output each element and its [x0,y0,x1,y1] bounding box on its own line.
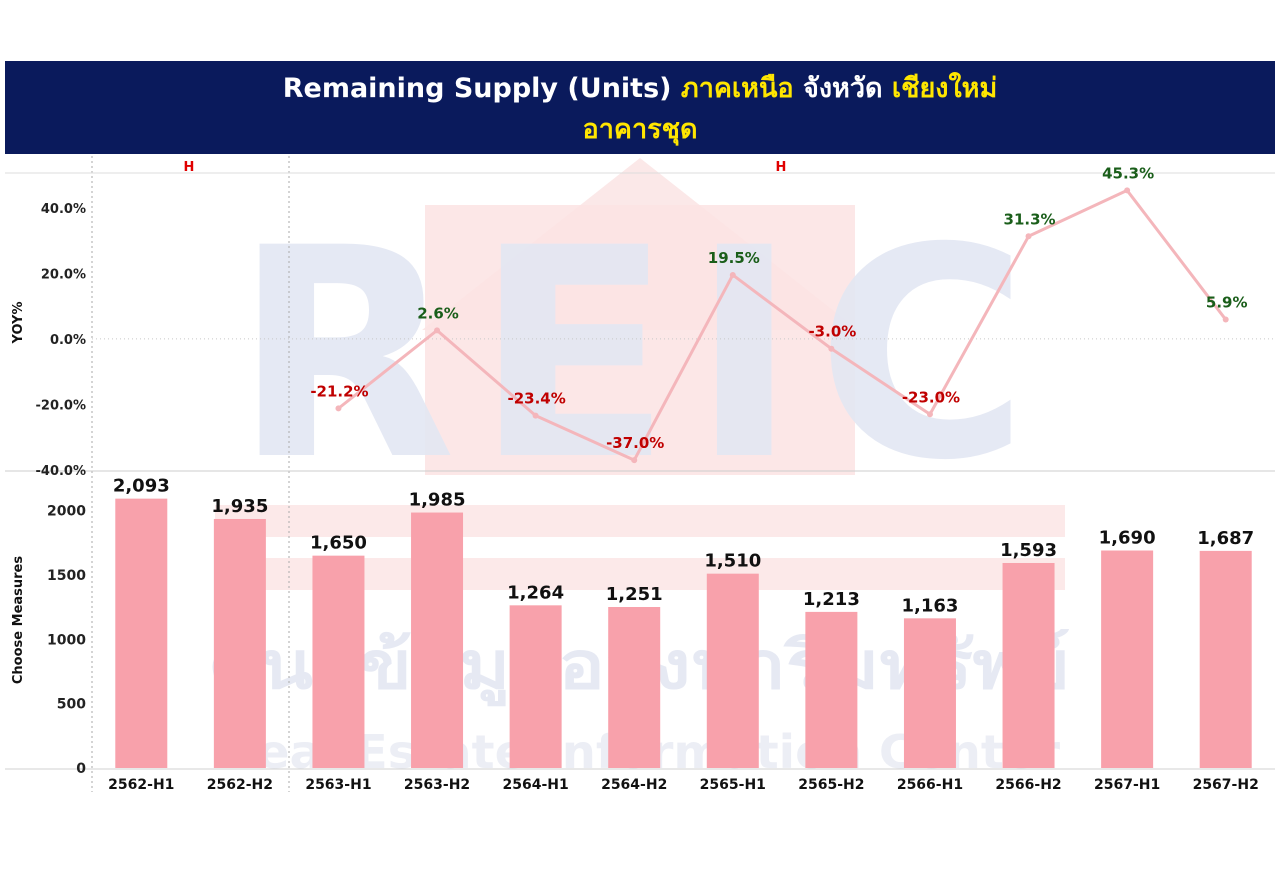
group-header-1: H [776,160,787,175]
chart-title-bar: Remaining Supply (Units) ภาคเหนือ จังหวั… [5,61,1275,154]
watermark-logo-block [425,205,855,475]
yoy-point-2565-H1 [729,271,736,278]
group-header-0: H [184,160,195,175]
yoy-series-line [337,188,1227,462]
title-part-region: ภาคเหนือ [680,73,794,104]
yoy-data-label-2567-H2: 5.9% [1206,294,1248,312]
units-data-label-2563-H1: 1,650 [310,533,367,554]
yoy-tick-label: 0.0% [50,333,86,348]
yoy-point-2565-H2 [828,345,835,352]
units-tick-label: 1000 [47,632,86,648]
x-tick-label-2566-H2: 2566-H2 [995,777,1061,793]
units-bar-2567-H2 [1199,550,1252,768]
units-bar-2566-H2 [1002,562,1055,768]
units-bar-2562-H2 [213,518,266,768]
units-tick-label: 1500 [47,568,86,584]
yoy-point-2564-H2 [631,457,638,464]
yoy-data-label-2563-H2: 2.6% [417,304,459,322]
units-bar-2564-H2 [608,607,661,768]
yoy-axis-title: YOY% [11,302,26,345]
yoy-tick-label: 40.0% [41,202,86,217]
units-data-label-2564-H1: 1,264 [507,582,564,603]
units-bar-2563-H2 [411,512,464,768]
units-data-label-2567-H1: 1,690 [1099,528,1156,549]
yoy-point-2566-H1 [926,411,933,418]
x-tick-label-2566-H1: 2566-H1 [897,777,963,793]
units-axis-title: Choose Measures [11,556,26,684]
x-tick-label-2567-H1: 2567-H1 [1094,777,1160,793]
x-tick-label-2565-H1: 2565-H1 [700,777,766,793]
x-tick-label-2562-H2: 2562-H2 [207,777,273,793]
x-tick-label-2562-H1: 2562-H1 [108,777,174,793]
x-tick-label-2565-H2: 2565-H2 [798,777,864,793]
watermark-logo-text: REIC [233,187,1047,524]
x-tick-label-2564-H2: 2564-H2 [601,777,667,793]
x-tick-label-2563-H1: 2563-H1 [305,777,371,793]
x-tick-label-2563-H2: 2563-H2 [404,777,470,793]
units-data-label-2566-H1: 1,163 [901,595,958,616]
units-data-label-2563-H2: 1,985 [409,490,466,511]
yoy-data-label-2565-H1: 19.5% [708,249,760,267]
units-data-label-2565-H2: 1,213 [803,589,860,610]
units-bar-2565-H2 [805,611,858,768]
units-bar-2563-H1 [312,555,365,768]
yoy-data-label-2564-H2: -37.0% [606,434,664,452]
yoy-data-label-2566-H2: 31.3% [1004,210,1056,228]
yoy-data-label-2567-H1: 45.3% [1102,164,1154,182]
units-data-label-2564-H2: 1,251 [606,584,663,605]
units-tick-label: 2000 [47,504,86,520]
x-tick-label-2567-H2: 2567-H2 [1193,777,1259,793]
units-data-label-2565-H1: 1,510 [704,551,761,572]
units-data-label-2562-H2: 1,935 [211,496,268,517]
chart-title: Remaining Supply (Units) ภาคเหนือ จังหวั… [5,71,1275,107]
units-data-label-2567-H2: 1,687 [1197,528,1254,549]
yoy-tick-label: -20.0% [36,398,87,413]
units-data-label-2562-H1: 2,093 [113,476,170,497]
yoy-point-2563-H2 [434,327,441,334]
units-tick-label: 500 [57,697,86,713]
yoy-point-2563-H1 [335,405,342,412]
watermark-stripe-1 [215,505,1065,537]
units-bar-2566-H1 [903,618,956,768]
title-part-province: เชียงใหม่ [891,73,998,104]
units-bar-2562-H1 [115,498,168,768]
yoy-tick-label: 20.0% [41,267,86,282]
yoy-point-2564-H1 [532,412,539,419]
units-bar-2567-H1 [1101,550,1154,768]
yoy-point-2567-H1 [1124,187,1131,194]
chart-subtitle: อาคารชุด [582,114,698,145]
yoy-data-label-2564-H1: -23.4% [507,390,565,408]
yoy-point-2566-H2 [1025,233,1032,240]
yoy-point-2567-H2 [1222,316,1229,323]
units-bar-2564-H1 [509,605,562,768]
yoy-data-label-2563-H1: -21.2% [310,382,368,400]
title-part-metric: Remaining Supply (Units) [282,73,681,104]
yoy-tick-label: -40.0% [36,464,87,479]
yoy-data-label-2565-H2: -3.0% [808,323,856,341]
units-tick-label: 0 [76,761,86,777]
x-tick-label-2564-H1: 2564-H1 [503,777,569,793]
units-data-label-2566-H2: 1,593 [1000,540,1057,561]
units-bar-2565-H1 [706,573,759,768]
title-part-province-label: จังหวัด [793,73,892,104]
yoy-data-label-2566-H1: -23.0% [902,388,960,406]
